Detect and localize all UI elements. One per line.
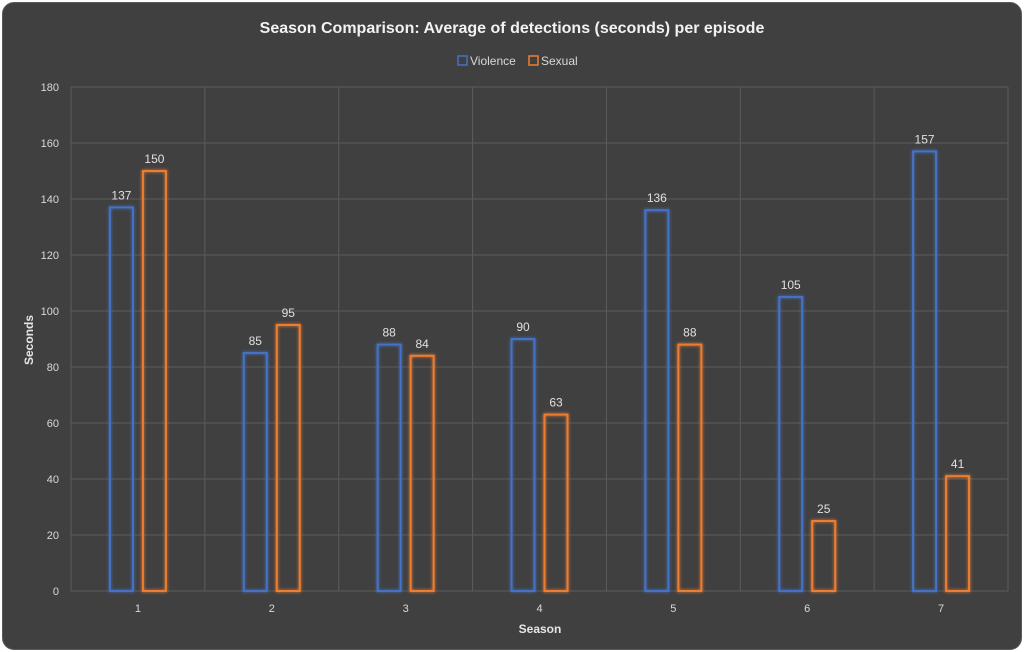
x-tick-label: 6: [804, 603, 810, 615]
data-label-violence-season-2: 85: [249, 334, 263, 348]
data-label-violence-season-6: 105: [781, 278, 801, 292]
data-label-sexual-season-5: 88: [683, 326, 697, 340]
y-tick-label: 40: [47, 474, 59, 486]
x-tick-label: 4: [536, 603, 542, 615]
legend-label-violence: Violence: [470, 54, 516, 68]
x-axis-ticks: 1 2 3 4 5 6 7: [135, 603, 944, 615]
y-axis-ticks: 0 20 40 60 80 100 120 140 160 180: [41, 82, 59, 598]
bar-sexual-season-6: [811, 520, 837, 592]
x-tick-label: 3: [403, 603, 409, 615]
data-label-sexual-season-2: 95: [282, 306, 296, 320]
data-label-sexual-season-3: 84: [415, 337, 429, 351]
bar-violence-season-5: [644, 209, 670, 592]
data-label-sexual-season-7: 41: [951, 457, 965, 471]
x-tick-label: 7: [938, 603, 944, 615]
data-label-violence-season-5: 136: [647, 191, 667, 205]
x-tick-label: 5: [670, 603, 676, 615]
bar-sexual-season-5: [677, 343, 703, 592]
x-tick-label: 1: [135, 603, 141, 615]
y-tick-label: 180: [41, 82, 59, 94]
y-axis-title: Seconds: [22, 315, 36, 365]
data-label-sexual-season-4: 63: [549, 396, 563, 410]
chart-svg: Season Comparison: Average of detections…: [22, 20, 1009, 636]
bar-violence-season-3: [376, 343, 402, 592]
data-label-violence-season-3: 88: [382, 326, 396, 340]
chart-title: Season Comparison: Average of detections…: [260, 20, 765, 37]
bar-violence-season-7: [912, 150, 938, 592]
y-tick-label: 140: [41, 194, 59, 206]
data-label-violence-season-4: 90: [516, 320, 530, 334]
bar-violence-season-6: [778, 296, 804, 592]
bar-violence-season-1: [108, 206, 134, 592]
legend-label-sexual: Sexual: [541, 54, 578, 68]
bar-sexual-season-3: [409, 354, 435, 592]
bar-sexual-season-1: [141, 170, 167, 592]
bar-violence-season-4: [510, 338, 536, 592]
data-labels: 137 85 88 90 136 105 157 150 95 84 63 88 25 41: [111, 132, 964, 516]
legend: Violence Sexual: [457, 54, 578, 68]
y-tick-label: 20: [47, 530, 59, 542]
y-tick-label: 120: [41, 250, 59, 262]
x-axis-title: Season: [519, 622, 562, 636]
bar-sexual-season-2: [275, 324, 301, 592]
bar-violence-season-2: [242, 352, 268, 592]
gridlines: [70, 86, 1009, 592]
data-label-violence-season-1: 137: [111, 188, 131, 202]
legend-swatch-violence: [457, 55, 468, 66]
data-label-sexual-season-1: 150: [144, 152, 164, 166]
legend-swatch-sexual: [528, 55, 539, 66]
y-tick-label: 0: [53, 586, 59, 598]
y-tick-label: 100: [41, 306, 59, 318]
bar-sexual-season-7: [945, 475, 971, 593]
y-tick-label: 60: [47, 418, 59, 430]
y-tick-label: 80: [47, 362, 59, 374]
y-tick-label: 160: [41, 138, 59, 150]
data-label-sexual-season-6: 25: [817, 502, 831, 516]
x-tick-label: 2: [269, 603, 275, 615]
data-label-violence-season-7: 157: [915, 132, 935, 146]
bar-sexual-season-4: [543, 413, 569, 592]
bars: [108, 150, 971, 593]
